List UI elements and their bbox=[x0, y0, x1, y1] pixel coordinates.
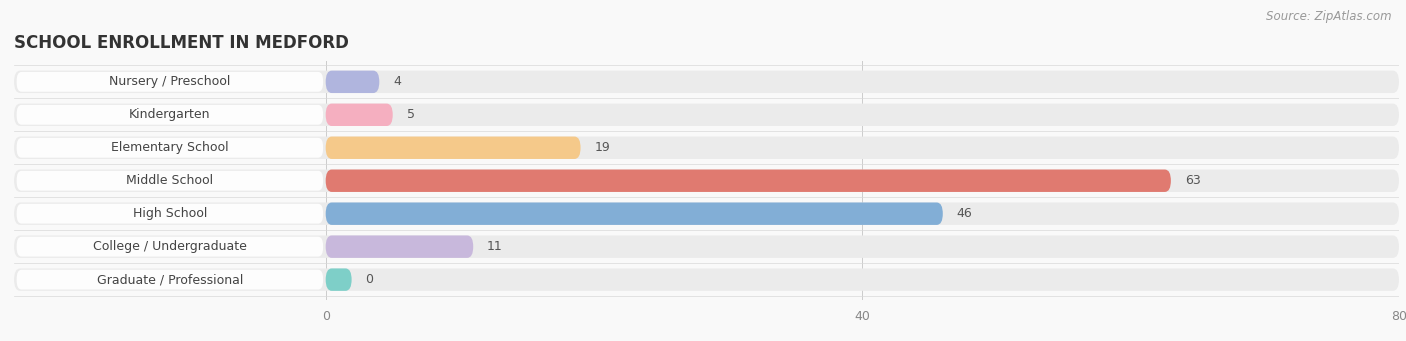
FancyBboxPatch shape bbox=[14, 268, 1399, 291]
Text: SCHOOL ENROLLMENT IN MEDFORD: SCHOOL ENROLLMENT IN MEDFORD bbox=[14, 34, 349, 52]
Text: 19: 19 bbox=[595, 141, 610, 154]
Text: 0: 0 bbox=[366, 273, 374, 286]
FancyBboxPatch shape bbox=[17, 72, 323, 92]
FancyBboxPatch shape bbox=[17, 138, 323, 158]
FancyBboxPatch shape bbox=[326, 235, 474, 258]
Text: 4: 4 bbox=[394, 75, 401, 88]
FancyBboxPatch shape bbox=[17, 237, 323, 256]
Text: Source: ZipAtlas.com: Source: ZipAtlas.com bbox=[1267, 10, 1392, 23]
FancyBboxPatch shape bbox=[326, 169, 1171, 192]
FancyBboxPatch shape bbox=[326, 136, 581, 159]
FancyBboxPatch shape bbox=[326, 203, 943, 225]
Text: Kindergarten: Kindergarten bbox=[129, 108, 211, 121]
FancyBboxPatch shape bbox=[14, 203, 1399, 225]
FancyBboxPatch shape bbox=[14, 169, 1399, 192]
Text: College / Undergraduate: College / Undergraduate bbox=[93, 240, 247, 253]
Text: Elementary School: Elementary School bbox=[111, 141, 229, 154]
Text: Graduate / Professional: Graduate / Professional bbox=[97, 273, 243, 286]
Text: 46: 46 bbox=[956, 207, 973, 220]
FancyBboxPatch shape bbox=[326, 268, 352, 291]
FancyBboxPatch shape bbox=[14, 235, 1399, 258]
Text: 5: 5 bbox=[406, 108, 415, 121]
Text: Nursery / Preschool: Nursery / Preschool bbox=[110, 75, 231, 88]
Text: Middle School: Middle School bbox=[127, 174, 214, 187]
FancyBboxPatch shape bbox=[17, 105, 323, 125]
FancyBboxPatch shape bbox=[326, 71, 380, 93]
Text: 11: 11 bbox=[486, 240, 503, 253]
FancyBboxPatch shape bbox=[17, 204, 323, 224]
FancyBboxPatch shape bbox=[326, 104, 392, 126]
FancyBboxPatch shape bbox=[17, 270, 323, 290]
FancyBboxPatch shape bbox=[14, 104, 1399, 126]
Text: High School: High School bbox=[132, 207, 207, 220]
FancyBboxPatch shape bbox=[14, 136, 1399, 159]
FancyBboxPatch shape bbox=[14, 71, 1399, 93]
Text: 63: 63 bbox=[1185, 174, 1201, 187]
FancyBboxPatch shape bbox=[17, 171, 323, 191]
